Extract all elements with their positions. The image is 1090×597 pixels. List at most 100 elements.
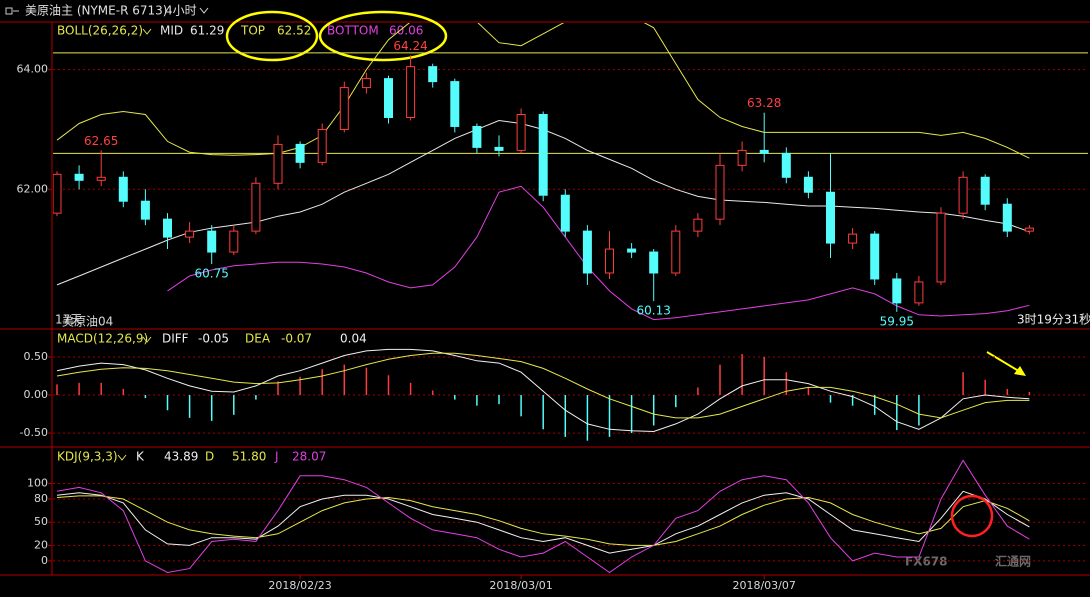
legend-name: MID [160,24,183,38]
candle-body [74,173,84,181]
candle-body [163,218,172,238]
candle-body [914,281,924,304]
series-line [56,23,1030,159]
candle-body [317,128,327,163]
x-tick-label: 2018/03/07 [732,579,795,592]
candle-body [870,233,880,280]
high-label: 64.24 [393,39,427,53]
x-tick-label: 2018/03/01 [489,579,552,592]
legend-value: 51.80 [232,450,266,464]
arrow [986,351,1023,374]
candle-body [958,176,968,214]
indicator-name: BOLL(26,26,2) [57,24,143,38]
chevron [117,454,127,461]
candle-body [1024,227,1034,232]
series-line [56,459,1030,574]
candle-body [605,248,614,274]
candle-body [759,149,769,154]
candle-body [295,143,305,163]
candle-body [494,146,504,151]
candle-body [936,212,946,283]
candle-body [384,78,393,118]
legend-value: 28.07 [292,450,326,464]
series-line [56,352,1030,419]
period[interactable]: 4小时 [165,4,197,18]
y-tick-label: 80 [34,492,48,505]
legend-name: K [136,450,145,464]
candle-body [737,149,747,166]
legend-name: DIFF [162,332,189,346]
candle-body [406,66,416,118]
y-tick-label: -0.50 [20,426,48,439]
candle-body [140,200,150,220]
candle-body [826,191,835,244]
chevron [142,336,152,343]
legend-name: TOP [240,24,265,38]
candle-body [472,125,482,148]
plot: 62.00 64.00 62.65 64.24 63.28 60.75 60.13 59.95… [17,23,1088,592]
candle-body [803,176,813,193]
legend-value: 62.52 [277,24,311,38]
candle-body [185,230,195,238]
y-tick-label: 100 [27,477,48,490]
arrow-head [1014,366,1026,376]
candle-body [53,173,62,214]
legend-value: 61.29 [190,24,224,38]
candle-body [207,230,217,253]
low-label: 60.75 [195,267,229,281]
panel [53,23,1088,321]
legend-name: J [274,450,279,464]
low-label: 60.13 [637,304,671,318]
toolbar[interactable]: 美原油主 (NYME-R 6713) 4小时 [5,4,209,18]
high-label: 63.28 [747,96,781,110]
candle-body [516,114,526,151]
series-line [167,185,1030,321]
legend-value: 43.89 [164,450,198,464]
candle-body [627,248,637,253]
frame [0,21,1090,576]
highlight-circle [225,10,319,62]
symbol[interactable]: 美原油主 (NYME-R 6713) [25,4,167,18]
series-line [56,495,1030,546]
watermark: FX678 [905,555,948,569]
y-tick-label: 0.50 [24,350,49,363]
candle-body [251,182,261,232]
candle-body [848,233,858,244]
legend-value: -0.07 [281,332,312,346]
candle-body [582,230,592,274]
candle-body [118,176,128,202]
candle-body [538,114,548,196]
candle-body [450,81,460,127]
indicator-name: KDJ(9,3,3) [57,450,118,464]
candle-body [339,87,349,130]
chevron[interactable] [199,7,209,14]
y-tick-label: 50 [34,515,48,528]
panel [53,459,1088,574]
highlight-circle [950,494,994,538]
candle-body [693,218,703,232]
chevron [142,28,152,35]
y-tick-label: 62.00 [17,182,49,195]
indicator-name: MACD(12,26,9) [57,332,148,346]
days: 17天 [55,313,82,327]
icon[interactable] [5,7,19,15]
y-tick-label: 0 [41,554,48,567]
candle-body [671,230,681,274]
low-label: 59.95 [880,314,914,328]
candle-body [560,194,570,232]
legend-value: 60.06 [389,24,423,38]
candle-body [892,278,902,304]
y-tick-label: 64.00 [17,63,49,76]
legend-name: BOTTOM [327,24,379,38]
candle-body [96,176,106,181]
candle-body [1002,203,1012,232]
highlight-circle [318,10,448,62]
series-line [56,348,1030,433]
candle-body [781,152,791,178]
y-tick-label: 20 [34,538,48,551]
candle-body [980,176,990,205]
panel [53,348,1088,441]
candle-body [273,143,283,184]
